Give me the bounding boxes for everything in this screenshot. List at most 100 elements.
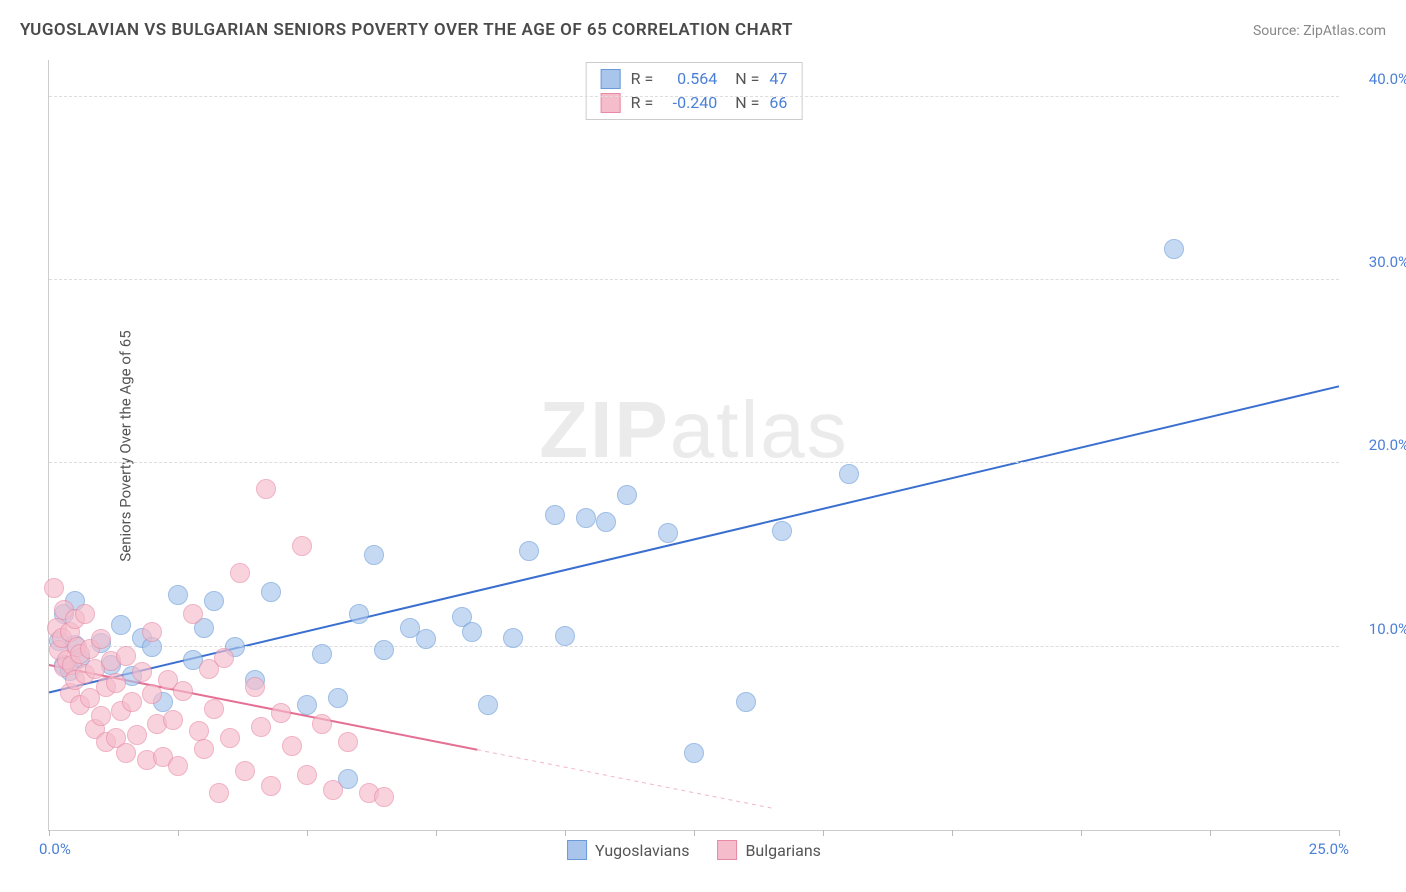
data-point (349, 604, 369, 624)
x-tick (1210, 830, 1211, 836)
trend-lines-layer (49, 60, 1339, 830)
data-point (282, 736, 302, 756)
gridline (49, 279, 1339, 280)
data-point (323, 780, 343, 800)
data-point (312, 644, 332, 664)
data-point (235, 761, 255, 781)
source-label: Source: (1253, 23, 1300, 39)
x-tick (565, 830, 566, 836)
data-point (261, 776, 281, 796)
y-tick-label: 20.0% (1349, 436, 1406, 454)
source-link[interactable]: ZipAtlas.com (1303, 23, 1386, 39)
scatter-plot: ZIPatlas R =0.564 N =47R =-0.240 N =66 Y… (48, 60, 1339, 831)
data-point (142, 684, 162, 704)
data-point (555, 626, 575, 646)
data-point (658, 523, 678, 543)
data-point (194, 739, 214, 759)
chart-title: YUGOSLAVIAN VS BULGARIAN SENIORS POVERTY… (20, 20, 793, 40)
stats-row: R = -0.240 N = 66 (601, 91, 788, 115)
stat-r-value: -0.240 (663, 91, 717, 115)
data-point (116, 646, 136, 666)
source-attribution: Source: ZipAtlas.com (1253, 23, 1386, 39)
legend: Yugoslavians Bulgarians (567, 840, 821, 860)
data-point (576, 508, 596, 528)
gridline (49, 96, 1339, 97)
data-point (519, 541, 539, 561)
data-point (168, 756, 188, 776)
data-point (230, 563, 250, 583)
x-tick (49, 830, 50, 836)
data-point (220, 728, 240, 748)
data-point (312, 714, 332, 734)
data-point (297, 695, 317, 715)
stat-r-label: R = (631, 91, 654, 115)
stat-r-label: R = (631, 67, 654, 91)
y-tick-label: 40.0% (1349, 70, 1406, 88)
trend-line-dashed (477, 750, 771, 808)
data-point (374, 640, 394, 660)
data-point (204, 591, 224, 611)
data-point (338, 732, 358, 752)
data-point (503, 628, 523, 648)
correlation-stats-box: R =0.564 N =47R =-0.240 N =66 (586, 62, 803, 120)
data-point (328, 688, 348, 708)
data-point (122, 692, 142, 712)
data-point (173, 681, 193, 701)
x-tick-label-max: 25.0% (1309, 840, 1349, 858)
legend-label: Yugoslavians (595, 841, 689, 860)
data-point (183, 604, 203, 624)
data-point (91, 706, 111, 726)
data-point (545, 505, 565, 525)
data-point (292, 536, 312, 556)
stat-n-value: 47 (769, 67, 787, 91)
stats-row: R =0.564 N =47 (601, 67, 788, 91)
data-point (251, 717, 271, 737)
legend-label: Bulgarians (745, 841, 820, 860)
y-tick-label: 30.0% (1349, 253, 1406, 271)
data-point (684, 743, 704, 763)
stat-n-value: 66 (769, 91, 787, 115)
x-tick-label-min: 0.0% (39, 840, 71, 858)
data-point (111, 615, 131, 635)
y-tick-label: 10.0% (1349, 620, 1406, 638)
data-point (416, 629, 436, 649)
data-point (617, 485, 637, 505)
data-point (245, 677, 265, 697)
x-tick (1081, 830, 1082, 836)
legend-item: Yugoslavians (567, 840, 689, 860)
data-point (75, 604, 95, 624)
data-point (478, 695, 498, 715)
data-point (256, 479, 276, 499)
x-tick (823, 830, 824, 836)
data-point (163, 710, 183, 730)
data-point (772, 521, 792, 541)
x-tick (436, 830, 437, 836)
data-point (209, 783, 229, 803)
data-point (168, 585, 188, 605)
series-swatch (601, 69, 621, 89)
data-point (271, 703, 291, 723)
x-tick (307, 830, 308, 836)
x-tick (694, 830, 695, 836)
data-point (214, 648, 234, 668)
x-tick (178, 830, 179, 836)
data-point (596, 512, 616, 532)
legend-item: Bulgarians (717, 840, 820, 860)
data-point (116, 743, 136, 763)
data-point (106, 673, 126, 693)
stat-n-label: N = (727, 91, 759, 115)
data-point (736, 692, 756, 712)
legend-swatch (717, 840, 737, 860)
data-point (127, 725, 147, 745)
data-point (364, 545, 384, 565)
data-point (297, 765, 317, 785)
x-tick (1339, 830, 1340, 836)
data-point (261, 582, 281, 602)
x-tick (952, 830, 953, 836)
data-point (462, 622, 482, 642)
data-point (91, 629, 111, 649)
data-point (44, 578, 64, 598)
data-point (204, 699, 224, 719)
stat-n-label: N = (727, 67, 759, 91)
data-point (839, 464, 859, 484)
